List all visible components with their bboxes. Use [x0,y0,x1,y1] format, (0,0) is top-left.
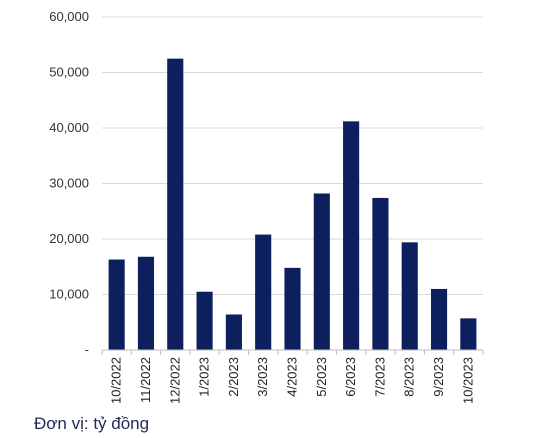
x-tick-label: 10/2023 [460,357,475,404]
bar [108,259,125,350]
bar [137,256,155,350]
x-tick-label: 10/2022 [109,357,124,404]
bar [225,314,242,350]
x-tick-label: 9/2023 [431,357,446,397]
bar [196,291,213,350]
x-tick-label: 2/2023 [226,357,241,397]
y-axis-ticks: - 10,000 20,000 30,000 40,000 50,000 60,000 [49,9,89,357]
bar-chart: - 10,000 20,000 30,000 40,000 50,000 60,000 10… [49,9,484,404]
bar [167,58,184,350]
bar [401,242,418,350]
x-axis-ticks: 10/2022 11/2022 12/2022 1/2023 2/2023 3/2023 4… [101,350,484,404]
y-tick-label: 50,000 [49,65,89,80]
bars [108,58,477,350]
bar [284,267,301,350]
x-tick-label: 7/2023 [372,357,387,397]
x-tick-label: 6/2023 [343,357,358,397]
x-tick-label: 11/2022 [138,357,153,403]
bar [430,288,448,350]
bar [313,193,330,350]
bar [255,234,272,350]
y-tick-label: 60,000 [49,9,89,24]
x-tick-label: 5/2023 [314,357,329,397]
bar [372,197,389,350]
bar [460,318,477,350]
y-tick-label: 40,000 [49,120,89,135]
y-tick-label: 20,000 [49,231,89,246]
y-tick-label: 30,000 [49,176,89,191]
x-tick-label: 1/2023 [197,357,212,397]
gridlines [102,16,483,295]
x-tick-label: 3/2023 [255,357,270,397]
x-tick-label: 8/2023 [402,357,417,397]
y-tick-label: - [85,342,89,357]
unit-note: Đơn vị: tỷ đồng [34,414,150,433]
x-tick-label: 4/2023 [285,357,300,397]
x-tick-label: 12/2022 [167,357,182,404]
bar [343,121,360,350]
y-tick-label: 10,000 [49,287,89,302]
